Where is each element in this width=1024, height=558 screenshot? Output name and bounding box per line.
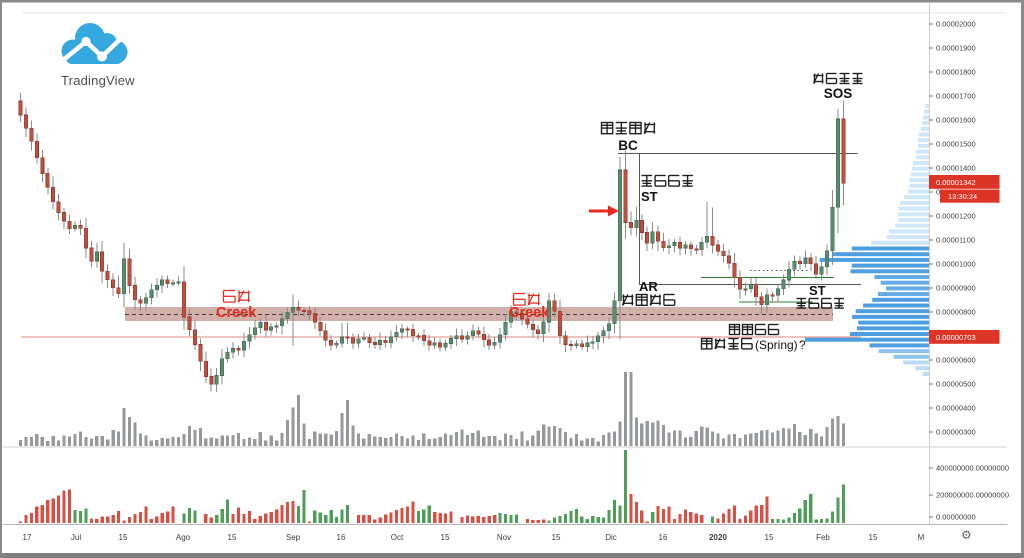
svg-text:16: 16 [659,533,668,542]
svg-text:0.00000800: 0.00000800 [936,308,976,317]
svg-text:2020: 2020 [709,533,727,542]
svg-text:0.00001342: 0.00001342 [936,178,976,187]
svg-text:Creek: Creek [509,305,550,321]
svg-text:0.00001500: 0.00001500 [936,140,976,149]
svg-text:BC: BC [618,138,638,153]
svg-text:15: 15 [119,533,128,542]
svg-text:0.00002000: 0.00002000 [936,20,976,29]
svg-text:0.00000500: 0.00000500 [936,380,976,389]
svg-text:0.00001800: 0.00001800 [936,68,976,77]
svg-text:?: ? [799,338,806,352]
svg-text:ST: ST [809,283,826,298]
svg-text:0.00000000: 0.00000000 [936,513,976,522]
svg-text:M: M [918,533,925,542]
svg-text:0.00000703: 0.00000703 [936,333,976,342]
svg-text:0.00001000: 0.00001000 [936,260,976,269]
svg-text:0.00000600: 0.00000600 [936,356,976,365]
svg-text:Creek: Creek [216,305,257,321]
svg-text:Oct: Oct [391,533,404,542]
svg-text:0.00001700: 0.00001700 [936,92,976,101]
svg-text:Ago: Ago [176,533,191,542]
svg-text:0.00001100: 0.00001100 [936,236,975,245]
svg-text:AR: AR [639,279,658,294]
svg-text:200000000.00000000: 200000000.00000000 [936,491,1009,500]
svg-text:13:30:24: 13:30:24 [948,192,977,201]
svg-text:SOS: SOS [824,86,853,101]
svg-text:Nov: Nov [497,533,511,542]
svg-text:17: 17 [23,533,32,542]
svg-text:0.00000300: 0.00000300 [936,428,976,437]
svg-text:15: 15 [869,533,878,542]
svg-text:0.00001200: 0.00001200 [936,212,976,221]
svg-text:15: 15 [552,533,561,542]
svg-text:15: 15 [228,533,237,542]
svg-text:400000000.00000000: 400000000.00000000 [936,464,1009,473]
svg-text:0.00001900: 0.00001900 [936,44,976,53]
svg-text:⚙: ⚙ [961,528,972,542]
svg-text:Sep: Sep [286,533,301,542]
svg-text:16: 16 [337,533,346,542]
svg-text:0.00001400: 0.00001400 [936,164,976,173]
svg-text:0.00000900: 0.00000900 [936,284,976,293]
svg-text:0.00001600: 0.00001600 [936,116,976,125]
svg-text:Jul: Jul [71,533,81,542]
svg-text:Feb: Feb [816,533,830,542]
svg-text:ST: ST [641,189,658,204]
svg-text:(Spring): (Spring) [755,338,798,352]
svg-text:15: 15 [765,533,774,542]
svg-text:TradingView: TradingView [61,73,135,88]
svg-text:15: 15 [441,533,450,542]
svg-text:0.00000400: 0.00000400 [936,404,976,413]
svg-text:Dic: Dic [605,533,617,542]
